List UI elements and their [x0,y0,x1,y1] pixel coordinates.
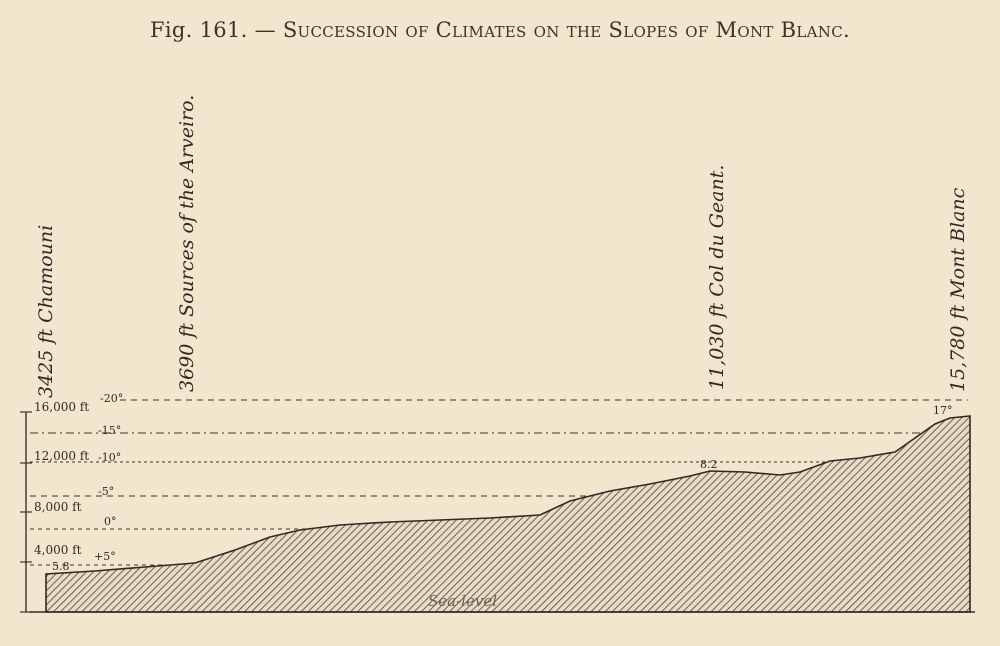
temperature-col-du-geant: 8.2 [700,458,718,471]
altitude-label-12000: 12,000 ft [34,449,89,463]
figure-number: Fig. 161. [150,18,248,42]
figure-title: Succession of Climates on the Slopes of … [282,18,850,42]
altitude-label-16000: 16,000 ft [34,400,89,414]
caption-dash: — [247,18,283,42]
temperature-chamouni: 5.8 [52,560,70,573]
station-label-chamouni: 3425 ft Chamouni [35,225,57,398]
altitude-label-4000: 4,000 ft [34,543,82,557]
mountain-profile [45,415,971,613]
station-label-arveiro: 3690 ft Sources of the Arveiro. [176,95,198,392]
isotherm-label-15: -15° [98,424,121,437]
isotherm-label-20: -20° [100,392,123,405]
station-label-mont-blanc: 15,780 ft Mont Blanc [947,187,969,392]
isotherm-label-0: 0° [104,515,117,528]
altitude-label-8000: 8,000 ft [34,500,82,514]
isotherm-label-5: -5° [98,485,114,498]
temperature-mont-blanc: 17° [933,404,953,417]
isotherm-label-plus5: +5° [94,550,116,563]
station-label-col-du-geant: 11,030 ft Col du Geant. [706,165,728,390]
sea-level-label: Sea-level [428,592,497,610]
isotherm-label-10: -10° [98,451,121,464]
figure-caption: Fig. 161. — Succession of Climates on th… [0,18,1000,42]
